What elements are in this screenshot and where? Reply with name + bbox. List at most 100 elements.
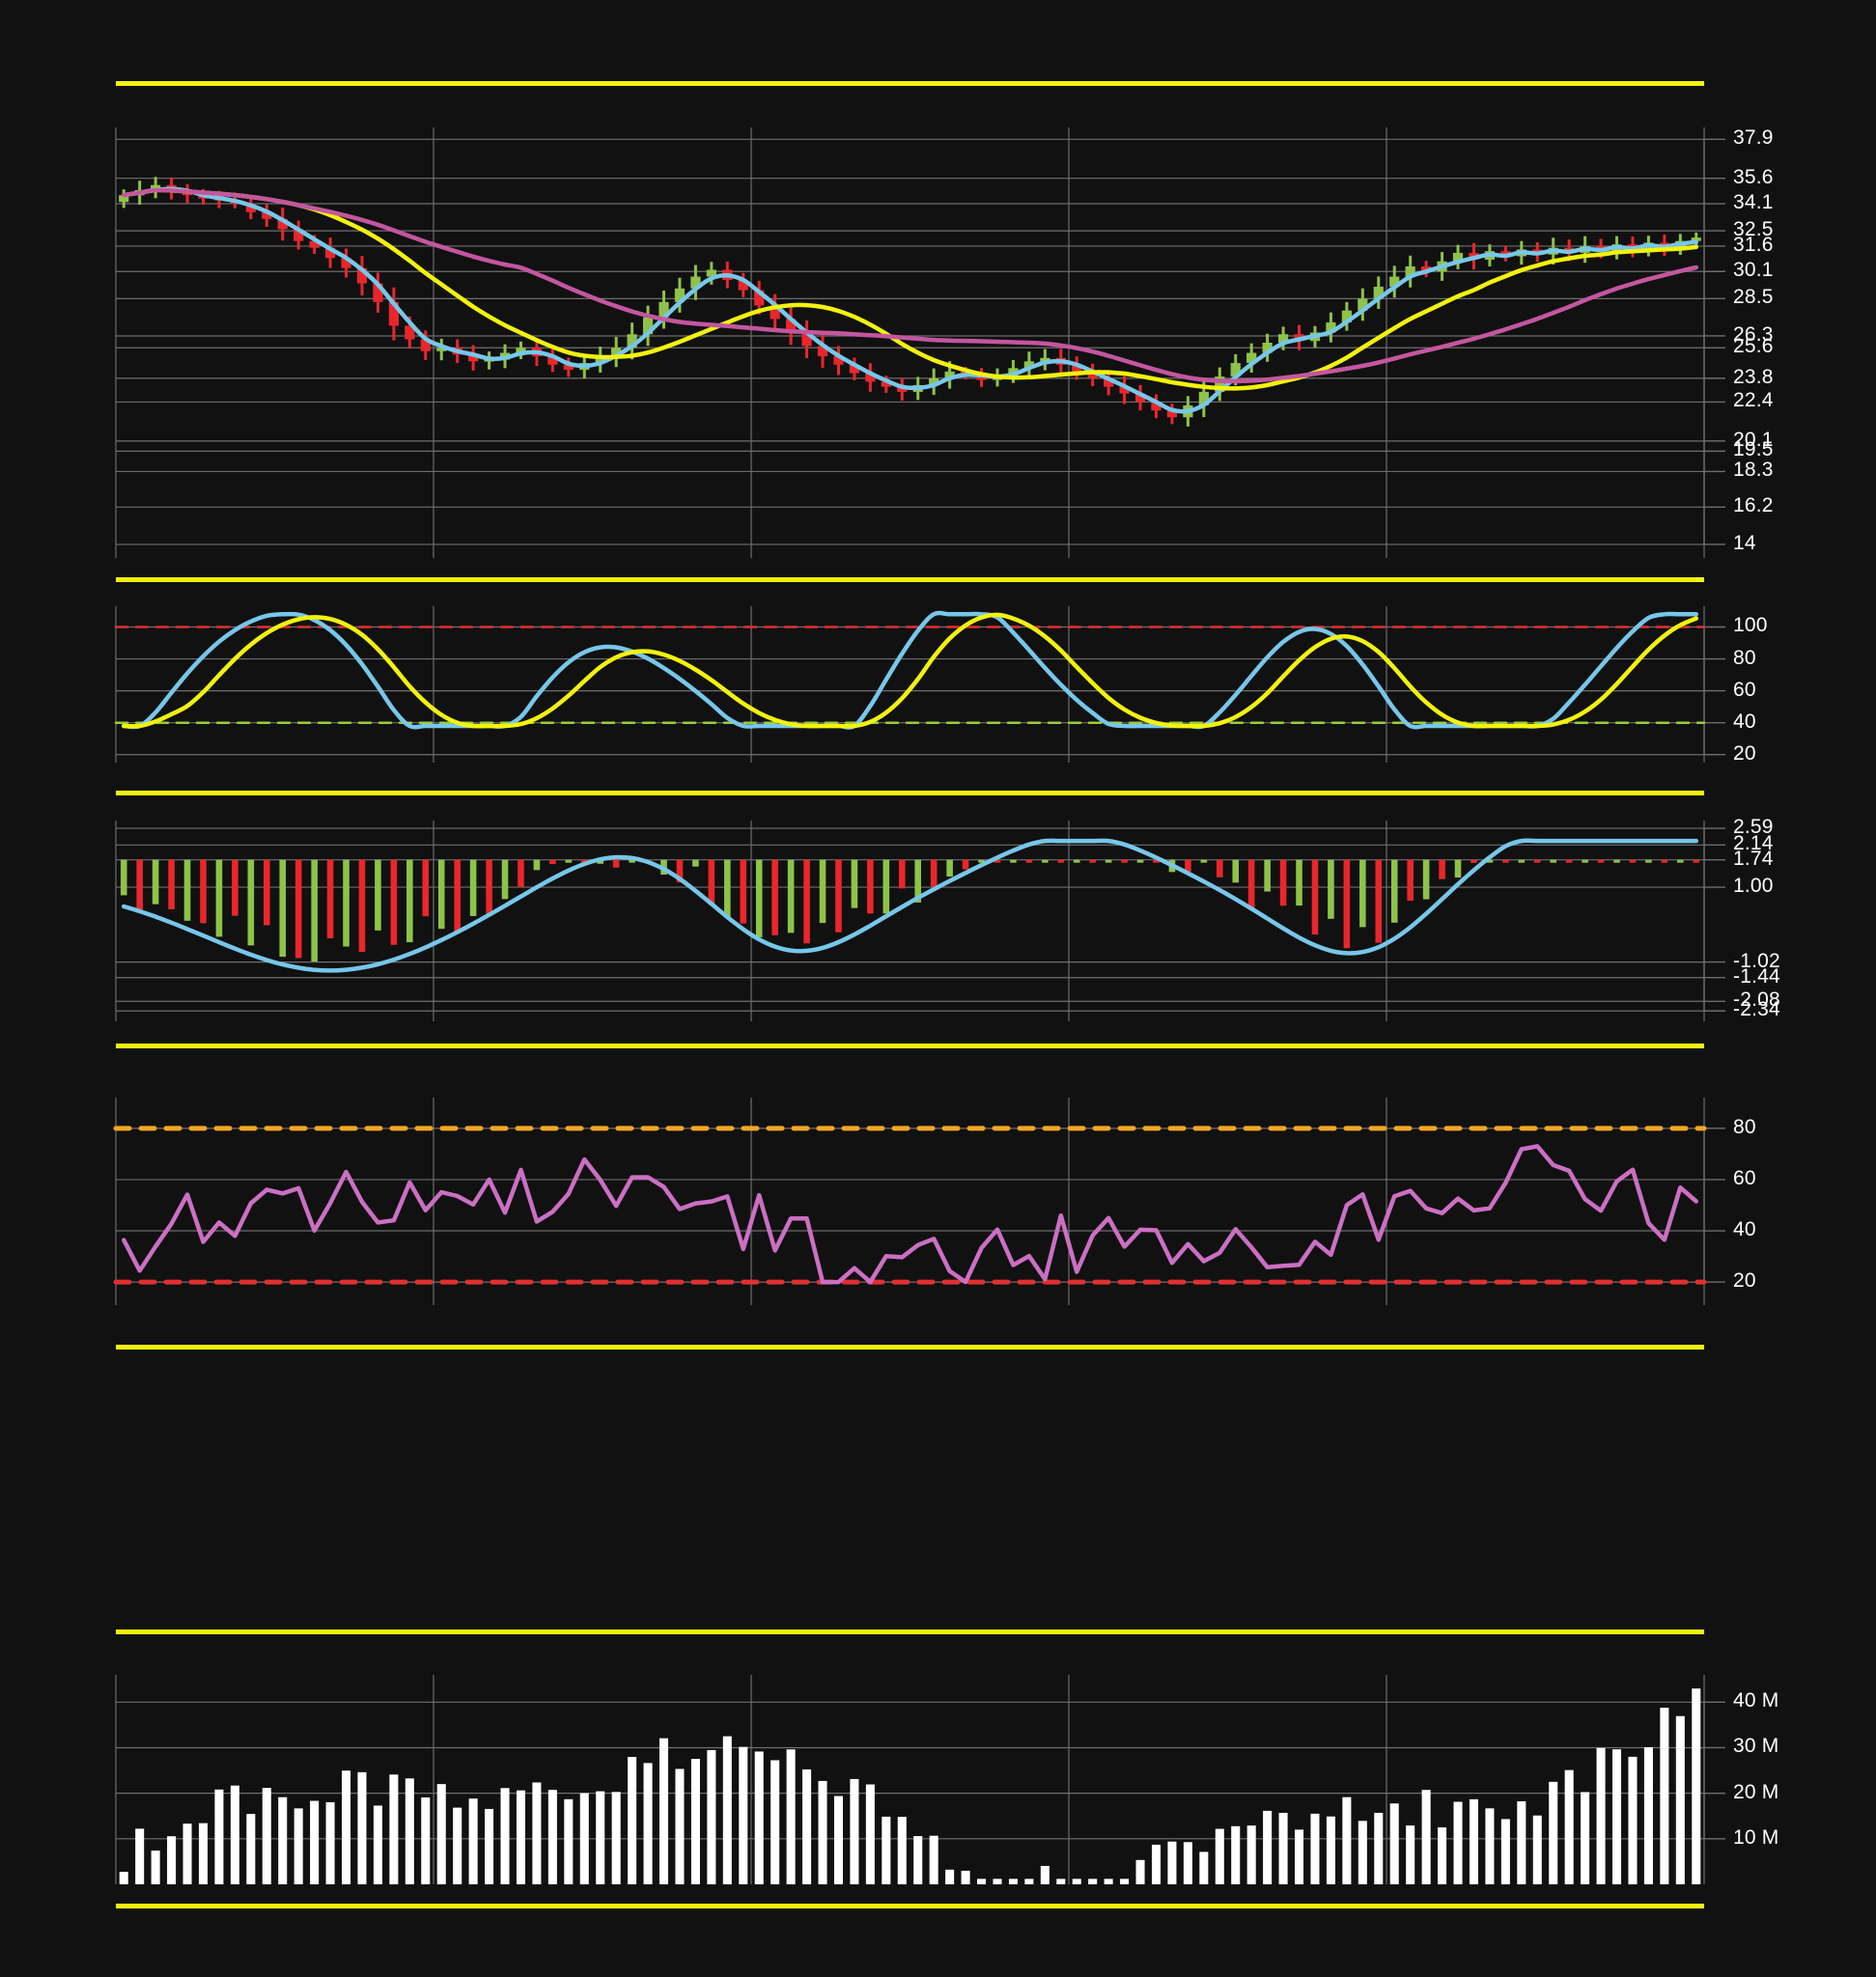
volume-bar [913, 1835, 923, 1884]
macd-histogram-bar [343, 859, 350, 947]
macd-axis-tick-label: -2.34 [1733, 998, 1780, 1021]
volume-bar [1643, 1746, 1653, 1884]
macd-histogram-bar [232, 859, 238, 916]
macd-histogram-bar [1216, 859, 1223, 877]
macd-histogram-bar [247, 859, 255, 946]
macd-histogram-bar [358, 859, 366, 953]
candle-body [817, 346, 828, 357]
volume-bar [1199, 1852, 1209, 1884]
macd-histogram-bar [120, 859, 127, 896]
macd-histogram-bar [200, 859, 207, 924]
macd-histogram-bar [898, 859, 906, 889]
volume-bar [1374, 1812, 1384, 1884]
macd-histogram-bar [422, 859, 430, 917]
price-axis-tick-label: 16.2 [1733, 494, 1774, 517]
macd-histogram-bar [1121, 859, 1128, 863]
separator-top [116, 81, 1704, 86]
separator-macd-rsi [116, 1044, 1704, 1048]
macd-histogram-bar [183, 859, 191, 921]
macd-histogram-bar [819, 859, 826, 924]
volume-bar [643, 1763, 653, 1884]
candle-body [1262, 343, 1273, 353]
macd-histogram-bar [311, 859, 318, 962]
macd-histogram-bar [708, 859, 715, 905]
candle-body [262, 211, 272, 219]
volume-bar [119, 1872, 128, 1884]
price-axis-tick-label: 35.6 [1733, 165, 1774, 188]
volume-bar [1104, 1879, 1113, 1884]
volume-bar [1215, 1828, 1224, 1884]
candle-body [245, 204, 256, 212]
macd-histogram-bar [152, 859, 159, 905]
volume-bar [1008, 1879, 1018, 1884]
macd-histogram-bar [882, 859, 890, 914]
candle-body [1134, 393, 1146, 403]
macd-histogram-bar [1677, 859, 1684, 863]
candle-body [738, 280, 748, 291]
candle-body [1198, 391, 1209, 405]
stochastic-axis-tick-label: 60 [1733, 678, 1756, 701]
macd-histogram-bar [1613, 859, 1620, 863]
volume-bar [182, 1824, 192, 1884]
macd-histogram-bar [1328, 859, 1334, 919]
macd-signal-line [121, 838, 1699, 973]
macd-histogram-bar [1422, 859, 1430, 900]
price-axis-tick-label: 23.8 [1733, 365, 1774, 388]
volume-bar [357, 1771, 367, 1884]
volume-bar [675, 1768, 685, 1884]
price-axis-tick-label: 22.4 [1733, 389, 1774, 412]
macd-histogram-bar [1486, 859, 1494, 863]
macd-histogram-bar [692, 859, 699, 867]
volume-bar [1135, 1859, 1145, 1884]
volume-bar [659, 1738, 669, 1884]
macd-axis-tick-label: 1.74 [1733, 847, 1774, 870]
volume-bar [1040, 1865, 1050, 1884]
volume-bar [579, 1793, 589, 1884]
volume-bar [1358, 1821, 1367, 1884]
volume-bar [1438, 1827, 1447, 1884]
candle-body [1166, 410, 1178, 418]
candle-body [1326, 321, 1336, 333]
stochastic-k-line [121, 610, 1699, 730]
macd-histogram-bar [1153, 859, 1160, 863]
price-axis-tick-label: 25.6 [1733, 335, 1774, 358]
volume-bar [1326, 1816, 1335, 1884]
macd-histogram-bar [263, 859, 270, 926]
macd-histogram-bar [1693, 859, 1700, 863]
volume-bar [1660, 1708, 1669, 1884]
candle-body [881, 381, 891, 387]
macd-histogram-bar [469, 859, 477, 916]
volume-bar [961, 1870, 970, 1884]
candle-body [1072, 364, 1082, 372]
macd-histogram-bar [1200, 859, 1208, 863]
volume-bar [611, 1792, 621, 1884]
macd-histogram-bar [279, 859, 287, 958]
candle-body [658, 301, 669, 318]
macd-histogram-bar [740, 859, 747, 924]
macd-histogram-bar [168, 859, 175, 909]
macd-histogram-bar [1232, 859, 1240, 883]
candle-body [1023, 361, 1034, 369]
macd-histogram-bar [914, 859, 922, 903]
macd-histogram-bar [1010, 859, 1017, 863]
macd-histogram-bar [1661, 859, 1668, 863]
candle-body [690, 276, 701, 289]
volume-bar [468, 1798, 478, 1884]
macd-axis-tick-label: 2.59 [1733, 816, 1774, 839]
stochastic-d-line [121, 612, 1699, 729]
macd-histogram-bar [136, 859, 143, 910]
volume-bar [882, 1816, 891, 1884]
volume-bar [786, 1749, 796, 1884]
rsi-line [121, 1144, 1699, 1285]
volume-bar [818, 1780, 827, 1884]
separator-rsi-vol [116, 1345, 1704, 1350]
stochastic-axis-tick-label: 40 [1733, 710, 1756, 733]
candle-body [151, 184, 161, 190]
volume-bar [1406, 1825, 1415, 1884]
volume-axis-tick-label: 20 M [1733, 1780, 1779, 1803]
rsi-axis-tick-label: 20 [1733, 1269, 1756, 1293]
macd-histogram-bar [676, 859, 684, 883]
ma-line-slow [121, 187, 1699, 384]
volume-axis-tick-label: 10 M [1733, 1825, 1779, 1849]
volume-bar [1596, 1747, 1606, 1884]
